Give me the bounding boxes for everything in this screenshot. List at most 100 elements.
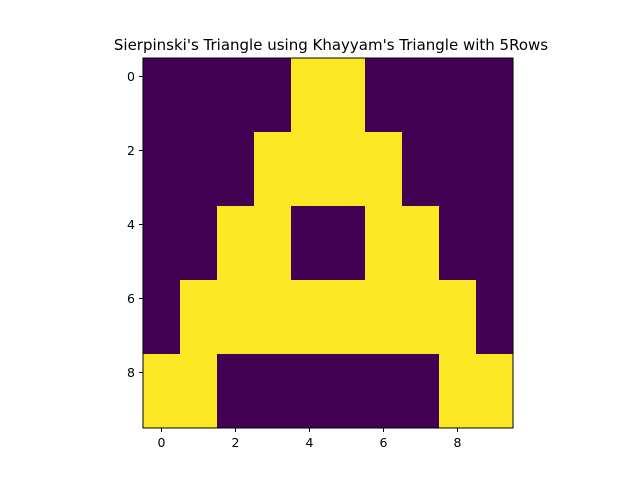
heatmap-cell xyxy=(402,206,439,243)
heatmap-cell xyxy=(365,58,402,95)
heatmap-cell xyxy=(439,391,476,428)
heatmap-cell xyxy=(439,243,476,280)
heatmap-cell xyxy=(476,280,513,317)
heatmap-cell xyxy=(291,95,328,132)
heatmap-cell xyxy=(365,354,402,391)
heatmap-cell xyxy=(402,280,439,317)
heatmap-cell xyxy=(365,132,402,169)
heatmap-cell xyxy=(476,243,513,280)
heatmap-cell xyxy=(365,243,402,280)
heatmap-cell xyxy=(476,58,513,95)
x-tick-label: 8 xyxy=(454,435,462,450)
y-tick-label: 4 xyxy=(127,217,135,232)
heatmap-cell xyxy=(402,243,439,280)
heatmap-cell xyxy=(180,280,217,317)
heatmap-cell xyxy=(439,206,476,243)
heatmap-cell xyxy=(439,317,476,354)
heatmap-cell xyxy=(254,280,291,317)
heatmap-cell xyxy=(439,280,476,317)
heatmap-cell xyxy=(328,354,365,391)
heatmap-cell xyxy=(365,95,402,132)
heatmap-cell xyxy=(143,95,180,132)
x-tick-label: 0 xyxy=(158,435,166,450)
heatmap-cell xyxy=(439,169,476,206)
heatmap-cell xyxy=(254,243,291,280)
heatmap-cell xyxy=(291,132,328,169)
heatmap-cell xyxy=(217,317,254,354)
heatmap-cell xyxy=(217,354,254,391)
heatmap-cell xyxy=(328,169,365,206)
heatmap-cell xyxy=(254,317,291,354)
heatmap-cell xyxy=(143,132,180,169)
heatmap-cell xyxy=(365,391,402,428)
heatmap-cell xyxy=(291,243,328,280)
heatmap-cell xyxy=(291,169,328,206)
heatmap-cell xyxy=(217,58,254,95)
heatmap-cell xyxy=(291,206,328,243)
heatmap-cell xyxy=(439,95,476,132)
heatmap-cell xyxy=(402,354,439,391)
heatmap-cell xyxy=(476,132,513,169)
heatmap-cell xyxy=(143,317,180,354)
heatmap-cell xyxy=(254,58,291,95)
x-tick-label: 2 xyxy=(232,435,240,450)
heatmap-cell xyxy=(143,354,180,391)
heatmap-cell xyxy=(180,206,217,243)
heatmap-cell xyxy=(180,243,217,280)
heatmap-cell xyxy=(365,317,402,354)
heatmap-cell xyxy=(439,58,476,95)
heatmap-cell xyxy=(328,280,365,317)
heatmap-cell xyxy=(476,391,513,428)
heatmap-cell xyxy=(365,280,402,317)
heatmap-cell xyxy=(217,206,254,243)
heatmap-cell xyxy=(217,243,254,280)
heatmap-cell xyxy=(180,354,217,391)
heatmap-cell xyxy=(217,391,254,428)
heatmap-cell xyxy=(402,169,439,206)
heatmap-cell xyxy=(217,169,254,206)
heatmap-cell xyxy=(402,95,439,132)
heatmap-cell xyxy=(143,206,180,243)
heatmap-cell xyxy=(328,206,365,243)
heatmap-cell xyxy=(328,391,365,428)
heatmap-cell xyxy=(254,169,291,206)
heatmap-cell xyxy=(254,206,291,243)
heatmap-cell xyxy=(254,95,291,132)
heatmap-cell xyxy=(291,391,328,428)
heatmap-cell xyxy=(439,354,476,391)
heatmap-cell xyxy=(476,354,513,391)
heatmap-cell xyxy=(328,317,365,354)
y-tick-label: 2 xyxy=(127,143,135,158)
heatmap-cell xyxy=(180,391,217,428)
heatmap-cell xyxy=(402,317,439,354)
chart-title: Sierpinski's Triangle using Khayyam's Tr… xyxy=(114,36,548,54)
x-tick-label: 6 xyxy=(380,435,388,450)
heatmap-cell xyxy=(402,132,439,169)
heatmap-cells xyxy=(143,58,513,428)
heatmap-cell xyxy=(291,280,328,317)
heatmap-cell xyxy=(291,58,328,95)
heatmap-cell xyxy=(328,243,365,280)
heatmap-cell xyxy=(291,354,328,391)
heatmap-cell xyxy=(476,169,513,206)
heatmap-cell xyxy=(328,58,365,95)
x-tick-label: 4 xyxy=(306,435,314,450)
x-axis: 0 2 4 6 8 xyxy=(158,428,462,450)
heatmap-cell xyxy=(254,132,291,169)
heatmap-cell xyxy=(143,243,180,280)
heatmap-cell xyxy=(402,391,439,428)
heatmap-cell xyxy=(476,206,513,243)
heatmap-cell xyxy=(143,280,180,317)
heatmap-cell xyxy=(476,95,513,132)
heatmap-cell xyxy=(328,132,365,169)
heatmap-cell xyxy=(143,169,180,206)
heatmap-cell xyxy=(180,132,217,169)
heatmap-cell xyxy=(180,58,217,95)
heatmap-cell xyxy=(476,317,513,354)
heatmap-cell xyxy=(217,95,254,132)
y-axis: 0 2 4 6 8 xyxy=(127,69,143,380)
y-tick-label: 0 xyxy=(127,69,135,84)
y-tick-label: 8 xyxy=(127,365,135,380)
heatmap-cell xyxy=(254,391,291,428)
